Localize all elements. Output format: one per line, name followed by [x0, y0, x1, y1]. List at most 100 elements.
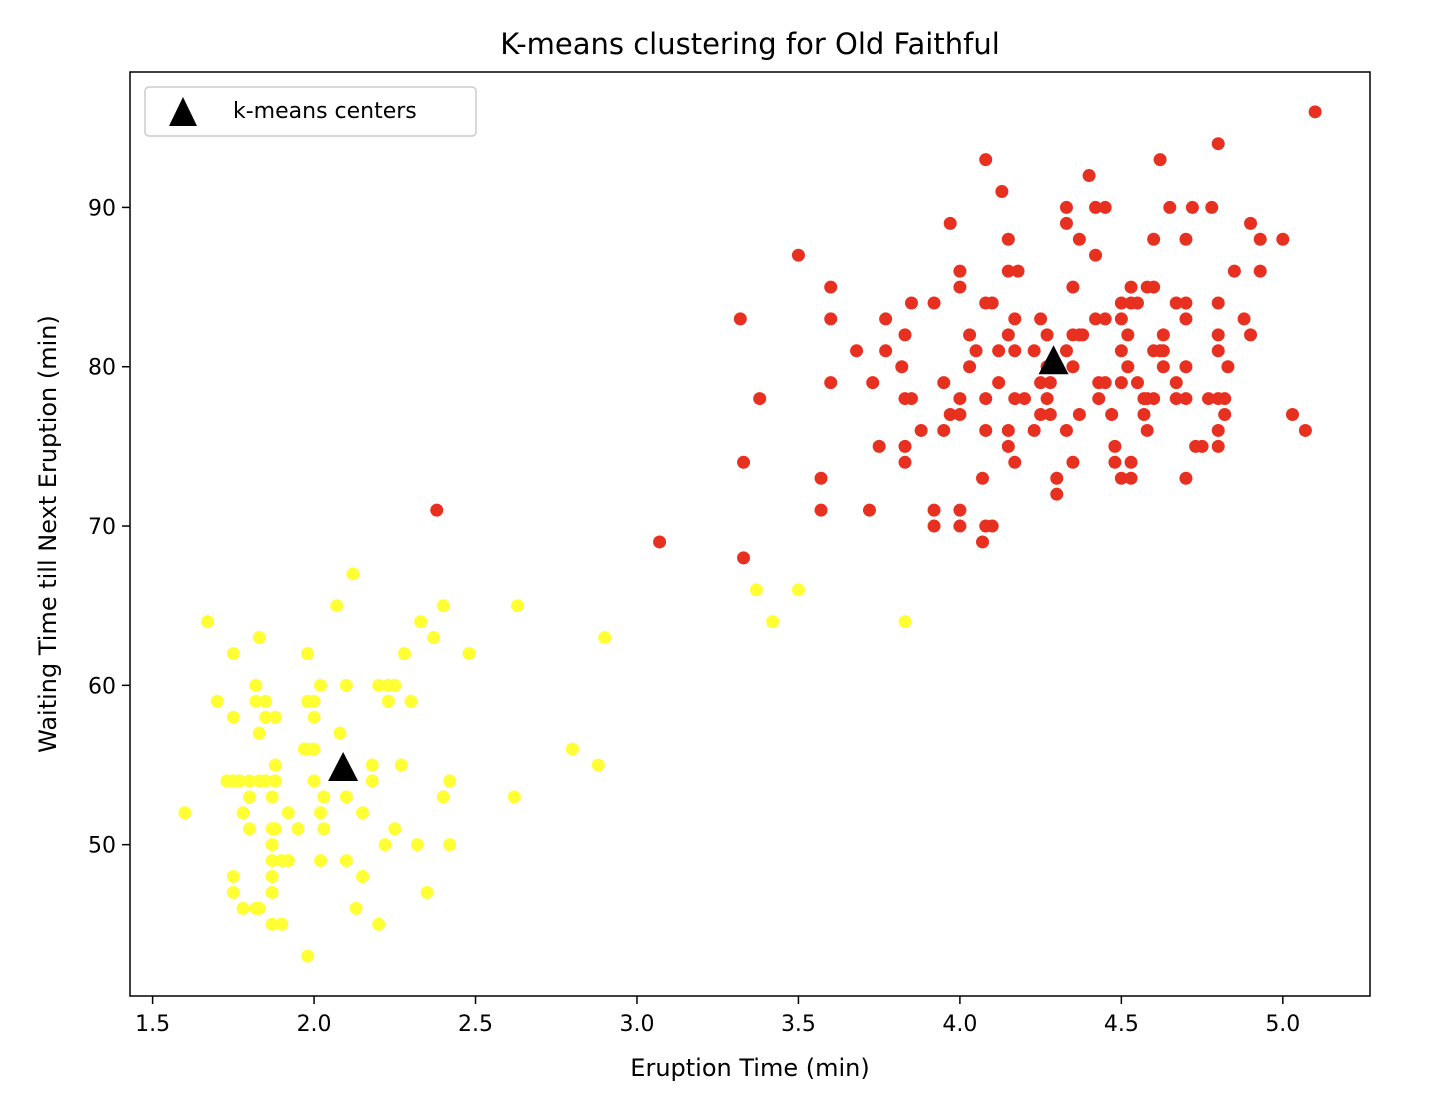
data-point	[381, 694, 395, 708]
data-point	[1050, 471, 1064, 485]
data-point	[1034, 408, 1048, 422]
data-point	[1276, 232, 1290, 246]
data-point	[979, 392, 993, 406]
data-point	[436, 790, 450, 804]
data-point	[1089, 248, 1103, 262]
data-point	[210, 694, 224, 708]
data-point	[1163, 200, 1177, 214]
data-point	[927, 296, 941, 310]
data-point	[814, 471, 828, 485]
data-point	[979, 423, 993, 437]
data-point	[1072, 232, 1086, 246]
data-point	[1211, 344, 1225, 358]
data-point	[953, 408, 967, 422]
data-point	[1179, 471, 1193, 485]
data-point	[378, 838, 392, 852]
data-point	[976, 471, 989, 485]
data-point	[1179, 232, 1193, 246]
cluster-center-marker	[1038, 345, 1069, 375]
data-point	[1098, 376, 1112, 390]
data-point	[291, 822, 305, 836]
data-point	[1017, 392, 1031, 406]
data-point	[1001, 264, 1015, 278]
data-point	[236, 901, 250, 915]
data-point	[1211, 328, 1225, 342]
data-point	[242, 822, 256, 836]
data-point	[1098, 312, 1112, 326]
data-point	[1114, 376, 1128, 390]
data-point	[349, 901, 363, 915]
data-point	[314, 854, 328, 868]
data-point	[1098, 200, 1112, 214]
data-point	[307, 710, 321, 724]
data-point	[1066, 360, 1080, 374]
data-point	[1011, 264, 1025, 278]
data-point	[1218, 408, 1232, 422]
data-point	[733, 312, 747, 326]
data-point	[969, 344, 983, 358]
data-point	[1124, 280, 1138, 294]
data-point	[895, 360, 909, 374]
data-point	[1221, 360, 1235, 374]
data-point	[1059, 200, 1073, 214]
data-point	[1001, 232, 1015, 246]
data-point	[178, 806, 192, 820]
data-point	[1008, 392, 1022, 406]
data-point	[937, 376, 951, 390]
data-point	[1027, 423, 1041, 437]
x-tick-label: 3.0	[619, 1012, 654, 1037]
data-point	[236, 806, 250, 820]
data-point	[259, 774, 273, 788]
data-point	[814, 503, 828, 517]
x-tick-label: 5.0	[1265, 1012, 1300, 1037]
data-point	[394, 758, 408, 772]
data-point	[1089, 200, 1103, 214]
x-tick-label: 3.5	[781, 1012, 816, 1037]
data-point	[1205, 200, 1219, 214]
data-point	[1089, 312, 1103, 326]
data-point	[1195, 439, 1209, 453]
data-point	[904, 296, 918, 310]
data-point	[872, 439, 886, 453]
data-point	[420, 885, 434, 899]
data-point	[436, 599, 450, 613]
x-axis-label: Eruption Time (min)	[630, 1054, 869, 1082]
data-point	[1244, 328, 1258, 342]
data-point	[1001, 423, 1015, 437]
cluster-center-marker	[328, 751, 359, 781]
data-point	[317, 790, 331, 804]
data-point	[1050, 487, 1064, 501]
data-point	[1156, 360, 1170, 374]
data-point	[927, 519, 941, 533]
data-point	[914, 423, 928, 437]
data-point	[1121, 360, 1135, 374]
legend-triangle-marker	[169, 97, 197, 126]
data-point	[307, 694, 321, 708]
data-point	[249, 678, 263, 692]
data-point	[1027, 344, 1041, 358]
chart-title: K-means clustering for Old Faithful	[500, 27, 1000, 61]
data-point	[1253, 264, 1267, 278]
data-point	[879, 344, 893, 358]
data-point	[1034, 376, 1048, 390]
data-point	[507, 790, 521, 804]
x-tick-label: 1.5	[135, 1012, 170, 1037]
data-point	[330, 599, 344, 613]
data-point	[1124, 471, 1138, 485]
data-point	[1308, 105, 1322, 119]
data-point	[1202, 392, 1216, 406]
data-point	[268, 822, 282, 836]
data-point	[1114, 471, 1128, 485]
data-point	[824, 376, 838, 390]
data-point	[992, 344, 1006, 358]
data-point	[1076, 328, 1090, 342]
data-point	[1140, 423, 1154, 437]
data-point	[1218, 392, 1232, 406]
data-point	[953, 280, 967, 294]
data-point	[1034, 312, 1048, 326]
data-point	[268, 774, 282, 788]
data-point	[1092, 392, 1106, 406]
data-point	[953, 264, 967, 278]
data-point	[1059, 344, 1073, 358]
